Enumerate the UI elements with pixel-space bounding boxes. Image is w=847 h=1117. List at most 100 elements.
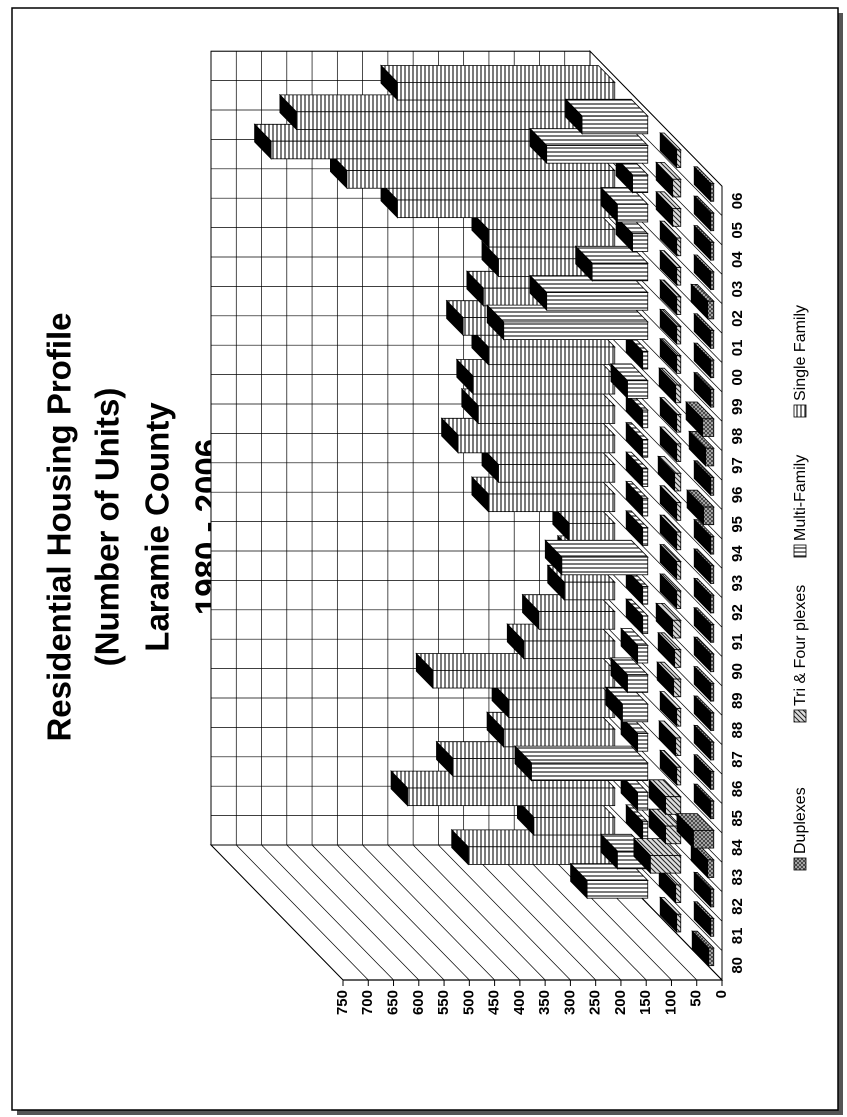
- bar: [637, 733, 649, 752]
- bar: [523, 640, 616, 660]
- y-tick-label: 0: [713, 990, 730, 998]
- x-tick-label: 87: [729, 751, 746, 768]
- bar: [710, 918, 715, 937]
- bar: [676, 296, 682, 315]
- bar: [710, 741, 715, 761]
- bar: [710, 594, 715, 614]
- rotated-chart: Residential Housing Profile (Number of U…: [41, 49, 809, 1015]
- grid-line: [387, 844, 521, 981]
- x-tick-label: 89: [729, 692, 746, 709]
- bar: [710, 653, 715, 673]
- bar: [508, 699, 616, 718]
- bar: [642, 615, 649, 634]
- grid-line: [210, 844, 344, 981]
- grid-line: [337, 844, 470, 981]
- bar: [676, 590, 682, 609]
- bar: [650, 855, 682, 874]
- bar: [676, 355, 682, 374]
- bar: [642, 350, 649, 370]
- floor-line: [589, 433, 723, 569]
- bar: [546, 145, 649, 164]
- legend-swatch: [793, 544, 807, 558]
- grid-line: [286, 844, 420, 981]
- y-tick-label: 50: [688, 990, 705, 1007]
- bar: [642, 409, 649, 429]
- bar: [710, 800, 715, 820]
- x-tick-label: 02: [729, 310, 746, 327]
- x-tick-label: 92: [729, 604, 746, 621]
- bar: [397, 199, 616, 219]
- legend-label: Duplexes: [792, 787, 809, 854]
- bar: [676, 766, 682, 786]
- bar: [676, 414, 682, 433]
- bar: [627, 674, 649, 693]
- bar: [637, 791, 649, 811]
- floor-line: [589, 609, 723, 746]
- bar: [472, 375, 616, 395]
- grid-line: [438, 844, 571, 981]
- bar: [676, 149, 682, 168]
- bar: [467, 846, 616, 865]
- bar: [675, 737, 682, 756]
- bar: [673, 678, 682, 698]
- grid-line: [236, 844, 369, 981]
- x-tick-label: 83: [729, 869, 746, 886]
- bar: [407, 787, 616, 807]
- y-tick-label: 150: [637, 990, 654, 1015]
- bar: [710, 330, 715, 349]
- bar: [710, 212, 715, 232]
- bar: [538, 611, 616, 630]
- x-tick-label: 90: [729, 663, 746, 680]
- bar: [561, 556, 649, 576]
- bar: [674, 649, 682, 668]
- bar: [710, 477, 715, 496]
- bar: [672, 178, 682, 198]
- x-tick-label: 94: [729, 545, 746, 562]
- x-tick-label: 84: [729, 839, 746, 856]
- legend-swatch: [793, 857, 807, 871]
- y-tick-label: 450: [486, 990, 503, 1015]
- bar: [675, 384, 682, 404]
- legend-swatch: [793, 404, 807, 418]
- bar: [710, 771, 715, 790]
- bar: [642, 821, 649, 840]
- floor-line: [589, 50, 723, 187]
- x-tick-label: 80: [729, 957, 746, 974]
- bar: [586, 880, 649, 899]
- bar-side: [544, 539, 649, 558]
- bar: [488, 346, 616, 366]
- y-tick-label: 200: [612, 990, 629, 1015]
- bar: [710, 536, 715, 555]
- x-tick-label: 06: [729, 193, 746, 210]
- bar: [531, 762, 649, 781]
- y-tick-label: 500: [460, 990, 477, 1015]
- bar: [707, 859, 715, 878]
- grid-line: [539, 844, 672, 981]
- y-tick-label: 350: [536, 990, 553, 1015]
- bar-side: [514, 745, 649, 764]
- bar: [432, 669, 616, 689]
- x-tick-label: 04: [729, 251, 746, 268]
- x-tick-label: 82: [729, 898, 746, 915]
- bar: [533, 816, 616, 836]
- bar: [710, 183, 715, 202]
- bar: [676, 913, 682, 933]
- bar: [676, 708, 682, 727]
- y-tick-label: 550: [435, 990, 452, 1015]
- bar: [397, 81, 616, 101]
- bar: [710, 888, 715, 908]
- x-tick-label: 05: [729, 222, 746, 239]
- y-tick-label: 750: [334, 990, 351, 1015]
- bar: [632, 174, 649, 193]
- bar: [642, 439, 649, 458]
- x-tick-label: 81: [729, 928, 746, 945]
- bar: [710, 271, 715, 290]
- bar: [546, 292, 649, 311]
- bar: [675, 884, 682, 903]
- y-tick-label: 600: [410, 990, 427, 1015]
- legend-swatch: [793, 709, 807, 723]
- bar: [705, 447, 715, 467]
- x-tick-label: 98: [729, 428, 746, 445]
- bar: [676, 325, 682, 345]
- bar: [563, 581, 616, 601]
